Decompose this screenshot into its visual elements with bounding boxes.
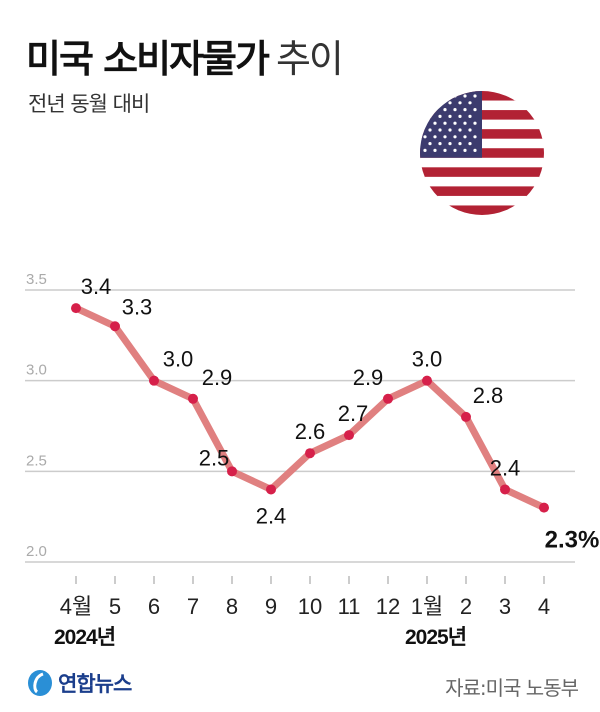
source-note: 자료:미국 노동부: [445, 676, 579, 700]
data-point: [500, 484, 510, 495]
x-tick-label: 1월: [411, 594, 443, 619]
data-label: 3.4: [81, 274, 112, 299]
data-point: [188, 393, 198, 404]
data-point: [383, 393, 393, 404]
yonhap-logo: 연합뉴스: [26, 668, 132, 698]
x-tick-label: 7: [187, 594, 199, 619]
page-title: 미국 소비자물가 추이: [26, 28, 344, 83]
title-light: 추이: [275, 37, 344, 81]
x-tick-label: 10: [298, 594, 322, 619]
data-point: [305, 448, 315, 459]
data-label: 2.5: [199, 445, 230, 470]
x-tick-label: 2: [460, 594, 472, 619]
x-tick-label: 4: [538, 594, 550, 619]
data-label: 2.4: [256, 503, 287, 528]
y-tick-label: 2.0: [26, 543, 47, 560]
data-point: [461, 411, 471, 422]
subtitle: 전년 동월 대비: [28, 92, 150, 116]
x-tick-label: 4월: [60, 594, 92, 619]
data-label: 2.9: [202, 365, 233, 390]
data-point: [71, 303, 81, 314]
data-label: 2.8: [473, 383, 504, 408]
year-label: 2025년: [405, 626, 466, 649]
data-label: 2.4: [490, 455, 521, 480]
x-tick-label: 8: [226, 594, 238, 619]
title-bold: 미국 소비자물가: [26, 37, 270, 81]
data-point: [227, 466, 237, 477]
data-label: 2.7: [338, 401, 369, 426]
data-label: 2.3%: [545, 527, 600, 554]
y-tick-label: 3.5: [26, 271, 47, 288]
data-point: [110, 321, 120, 332]
x-tick-label: 5: [109, 594, 121, 619]
us-flag-icon: [420, 91, 544, 215]
data-label: 3.0: [163, 347, 194, 372]
logo-text: 연합뉴스: [58, 672, 132, 696]
data-point: [266, 484, 276, 495]
x-tick-label: 12: [376, 594, 400, 619]
data-point: [422, 375, 432, 386]
yonhap-logo-icon: [28, 670, 52, 696]
x-tick-label: 9: [265, 594, 277, 619]
x-tick-label: 11: [338, 594, 361, 619]
data-label: 3.3: [122, 294, 153, 319]
year-label: 2024년: [54, 626, 115, 649]
y-tick-label: 2.5: [26, 452, 47, 469]
data-point: [149, 375, 159, 386]
data-label: 2.9: [353, 365, 384, 390]
data-label: 2.6: [295, 419, 326, 444]
data-point: [344, 430, 354, 441]
x-tick-label: 3: [499, 594, 511, 619]
data-point: [539, 502, 549, 513]
data-label: 3.0: [412, 347, 443, 372]
x-tick-label: 6: [148, 594, 160, 619]
y-tick-label: 3.0: [26, 362, 47, 379]
